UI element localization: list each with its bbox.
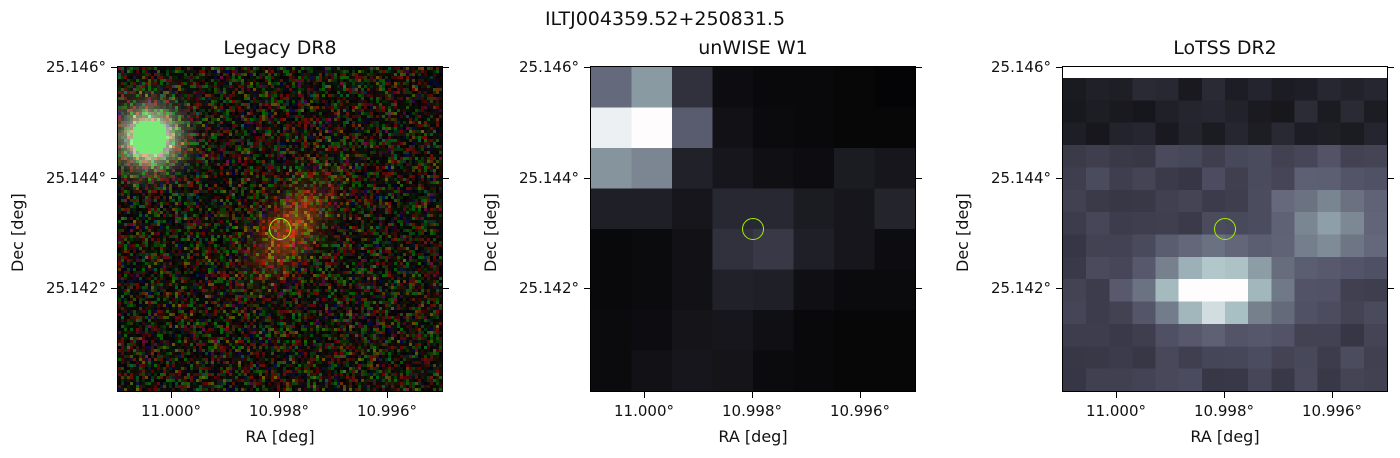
ytick-mark <box>1388 67 1394 68</box>
y-axis-label: Dec [deg] <box>8 193 27 272</box>
panel-title: Legacy DR8 <box>223 37 337 59</box>
xtick-label: 10.996° <box>357 402 417 420</box>
ytick-label: 25.146° <box>519 58 579 76</box>
ytick-mark <box>111 67 117 68</box>
ytick-mark <box>111 288 117 289</box>
xtick-mark <box>171 392 172 398</box>
ytick-mark <box>916 67 922 68</box>
ytick-mark <box>443 67 449 68</box>
xtick-label: 10.996° <box>830 402 890 420</box>
xtick-mark <box>644 392 645 398</box>
source-marker-circle <box>269 218 291 240</box>
ytick-mark <box>916 288 922 289</box>
x-axis-label: RA [deg] <box>718 427 788 446</box>
legacy-image <box>117 66 443 392</box>
ytick-mark <box>1388 178 1394 179</box>
xtick-label: 11.000° <box>1086 402 1146 420</box>
panel-title: LoTSS DR2 <box>1173 37 1277 59</box>
ytick-label: 25.142° <box>991 279 1051 297</box>
unwise-image <box>590 66 916 392</box>
panel-unwise-w1: unWISE W1 25.146° 25.144° 25.142° 11.000… <box>473 0 933 458</box>
ytick-mark <box>584 288 590 289</box>
xtick-label: 11.000° <box>141 402 201 420</box>
x-axis-label: RA [deg] <box>245 427 315 446</box>
source-marker-circle <box>1214 218 1236 240</box>
ytick-mark <box>584 178 590 179</box>
figure-title: ILTJ004359.52+250831.5 <box>544 8 786 30</box>
lotss-image <box>1062 66 1388 392</box>
xtick-label: 10.998° <box>1194 402 1254 420</box>
xtick-mark <box>279 392 280 398</box>
xtick-mark <box>1224 392 1225 398</box>
ytick-label: 25.146° <box>46 58 106 76</box>
ytick-mark <box>443 288 449 289</box>
ytick-mark <box>111 178 117 179</box>
ytick-mark <box>443 178 449 179</box>
ytick-label: 25.144° <box>46 169 106 187</box>
ytick-mark <box>1056 67 1062 68</box>
ytick-mark <box>1056 288 1062 289</box>
ytick-mark <box>1056 178 1062 179</box>
ytick-mark <box>1388 288 1394 289</box>
xtick-mark <box>387 392 388 398</box>
y-axis-label: Dec [deg] <box>481 193 500 272</box>
ytick-label: 25.144° <box>991 169 1051 187</box>
ytick-mark <box>584 67 590 68</box>
xtick-label: 10.998° <box>722 402 782 420</box>
xtick-label: 10.996° <box>1302 402 1362 420</box>
y-axis-label: Dec [deg] <box>953 193 972 272</box>
source-marker-circle <box>742 218 764 240</box>
ytick-label: 25.146° <box>991 58 1051 76</box>
ytick-label: 25.144° <box>519 169 579 187</box>
xtick-mark <box>860 392 861 398</box>
x-axis-label: RA [deg] <box>1190 427 1260 446</box>
xtick-label: 10.998° <box>249 402 309 420</box>
ytick-label: 25.142° <box>519 279 579 297</box>
panel-legacy-dr8: Legacy DR8 25.146° 25.144° 25.142° 11.00… <box>0 0 460 458</box>
ytick-mark <box>916 178 922 179</box>
xtick-label: 11.000° <box>614 402 674 420</box>
xtick-mark <box>752 392 753 398</box>
panel-lotss-dr2: LoTSS DR2 25.146° 25.144° 25.142° 11.000… <box>945 0 1400 458</box>
xtick-mark <box>1116 392 1117 398</box>
xtick-mark <box>1332 392 1333 398</box>
ytick-label: 25.142° <box>46 279 106 297</box>
panel-title: unWISE W1 <box>698 37 808 59</box>
